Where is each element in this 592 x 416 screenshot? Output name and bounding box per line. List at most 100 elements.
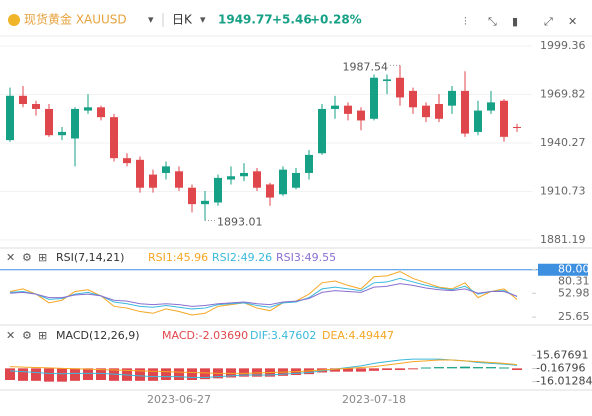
macd-title: MACD(12,26,9)	[56, 329, 140, 342]
candle-body	[32, 104, 40, 109]
macd-bar	[200, 368, 210, 380]
candle-body	[487, 102, 495, 111]
macd-bar	[187, 368, 197, 380]
macd-bar	[395, 368, 405, 370]
macd-bar	[356, 368, 366, 372]
macd-bar	[31, 368, 41, 381]
candle-body	[370, 77, 378, 119]
macd-line	[9, 358, 518, 378]
macd-bar	[148, 368, 158, 381]
add-icon[interactable]: ⊞	[38, 251, 47, 264]
candle-body	[279, 169, 287, 195]
macd-bar	[18, 368, 28, 381]
reference-label: 80.00	[558, 263, 590, 276]
dropdown-arrow: ▾	[200, 13, 206, 26]
y-tick-label: -16.01284	[536, 375, 592, 388]
candle-body	[162, 166, 170, 173]
macd-bar	[239, 368, 249, 377]
candle-body	[474, 110, 482, 132]
y-tick-label: 1910.73	[540, 184, 586, 197]
candle-body	[136, 159, 144, 188]
candle-body	[344, 105, 352, 114]
candle-body	[266, 184, 274, 198]
candle-body	[110, 117, 118, 159]
macd-bar	[369, 368, 379, 371]
candle-body	[19, 95, 27, 105]
candle-body	[292, 172, 300, 188]
macd-bar	[460, 366, 470, 369]
macd-bar	[486, 367, 496, 369]
macd-bar	[330, 368, 340, 372]
settings-icon[interactable]: ⚙	[22, 251, 32, 264]
legend-entry: DIF:3.47602	[250, 329, 316, 342]
close-icon[interactable]: ✕	[6, 251, 15, 264]
y-tick-label: 1940.27	[540, 136, 586, 149]
candle-body	[58, 131, 66, 136]
macd-bar	[512, 368, 522, 371]
macd-bar	[57, 368, 67, 382]
candle-button[interactable]: ▮	[512, 15, 518, 28]
candle-body	[461, 90, 469, 134]
candle-body	[188, 187, 196, 205]
legend-entry: RSI3:49.55	[276, 251, 336, 264]
symbol-icon	[8, 14, 20, 26]
candle-body	[97, 107, 105, 118]
candle-body	[175, 171, 183, 188]
macd-bar	[161, 368, 171, 380]
expand-button[interactable]: ⤢	[544, 15, 553, 28]
macd-bar	[499, 367, 509, 369]
candle-body	[71, 108, 79, 139]
candle-body	[214, 177, 222, 203]
rsi-title: RSI(7,14,21)	[56, 251, 124, 264]
candle-body	[253, 171, 261, 188]
change-pct: +0.28%	[310, 13, 362, 27]
legend-entry: DEA:4.49447	[322, 329, 394, 342]
candle-body	[305, 154, 313, 173]
add-icon[interactable]: ⊞	[38, 329, 47, 342]
change: +5.46	[272, 13, 312, 27]
y-tick-label: 80.31	[558, 274, 590, 287]
candle-body	[201, 200, 209, 205]
price: 1949.77	[218, 13, 273, 27]
candle-body	[435, 104, 443, 119]
rsi-line	[9, 277, 518, 310]
macd-bar	[44, 368, 54, 382]
settings-icon[interactable]: ⚙	[22, 329, 32, 342]
reference-label-box	[538, 263, 588, 276]
candle-body	[149, 174, 157, 188]
indicator-button[interactable]: ⫶	[464, 15, 467, 28]
candle-body	[422, 105, 430, 118]
period[interactable]: 日K	[172, 13, 193, 27]
rsi-line	[9, 283, 518, 307]
symbol[interactable]: 现货黄金 XAUUSD	[24, 12, 127, 27]
y-tick-label: 52.98	[558, 286, 590, 299]
y-tick-label: 25.65	[558, 310, 590, 323]
candle-body	[240, 172, 248, 177]
macd-bar	[5, 368, 15, 380]
y-tick-label: 15.67691	[536, 348, 589, 361]
candle-body	[331, 105, 339, 109]
y-tick-label: 1969.82	[540, 87, 586, 100]
macd-bar	[135, 368, 145, 381]
candle-body	[409, 90, 417, 108]
x-tick-label: 2023-06-27	[147, 393, 211, 406]
candle-body	[227, 176, 235, 180]
rsi-line	[9, 270, 518, 316]
macd-bar	[70, 368, 80, 381]
y-tick-label: -0.16796	[536, 361, 585, 374]
macd-bar	[343, 368, 353, 372]
x-tick-label: 2023-07-18	[342, 393, 406, 406]
macd-bar	[83, 368, 93, 380]
macd-bar	[96, 368, 106, 380]
annotation: 1893.01	[217, 216, 263, 229]
y-tick-label: 1999.36	[540, 39, 586, 52]
close-button[interactable]: ✕	[568, 15, 577, 28]
y-tick-label: 1881.19	[540, 233, 586, 246]
candle-body	[383, 79, 391, 82]
annotation: 1987.54	[343, 60, 389, 73]
close-icon[interactable]: ✕	[6, 329, 15, 342]
draw-button[interactable]: ⤡	[488, 15, 497, 28]
legend-entry: RSI2:49.26	[212, 251, 272, 264]
